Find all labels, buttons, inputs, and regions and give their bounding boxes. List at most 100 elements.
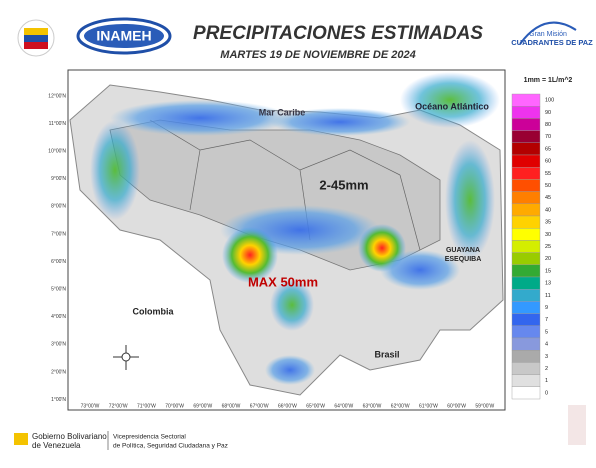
- lat-label: 5°00'N: [51, 287, 66, 293]
- map-label: Brasil: [374, 349, 399, 359]
- legend-label: 90: [545, 110, 551, 116]
- lon-label: 62°00'W: [391, 403, 410, 409]
- map-label: MAX 50mm: [248, 274, 318, 289]
- lon-label: 60°00'W: [447, 403, 466, 409]
- legend-label: 20: [545, 256, 551, 262]
- lat-label: 3°00'N: [51, 342, 66, 348]
- legend-label: 3: [545, 354, 548, 360]
- legend-swatch: [511, 362, 541, 375]
- lat-label: 9°00'N: [51, 176, 66, 182]
- legend-label: 100: [545, 98, 554, 104]
- rain: [445, 140, 495, 260]
- legend-swatch: [511, 215, 541, 229]
- vp-line2: de Política, Seguridad Ciudadana y Paz: [113, 443, 228, 450]
- lon-label: 59°00'W: [475, 403, 494, 409]
- lon-label: 61°00'W: [419, 403, 438, 409]
- legend-label: 55: [545, 171, 551, 177]
- legend-swatch: [511, 118, 541, 131]
- legend-label: 45: [545, 195, 551, 201]
- lat-label: 6°00'N: [51, 259, 66, 265]
- rain: [400, 72, 500, 128]
- legend-swatch: [511, 240, 541, 253]
- legend-swatch: [511, 313, 541, 327]
- map-label: Colombia: [132, 306, 174, 316]
- lat-label: 7°00'N: [51, 231, 66, 237]
- legend-swatch: [511, 350, 541, 363]
- legend-swatch: [511, 386, 541, 400]
- legend-swatch: [511, 142, 541, 156]
- title: PRECIPITACIONES ESTIMADAS: [193, 23, 483, 44]
- legend-label: 1: [545, 378, 548, 384]
- map-label: Mar Caribe: [259, 107, 306, 117]
- legend-swatch: [511, 105, 541, 119]
- legend-label: 2: [545, 366, 548, 372]
- legend-label: 30: [545, 232, 551, 238]
- legend-swatch: [511, 154, 541, 168]
- rain: [90, 120, 140, 220]
- date: MARTES 19 DE NOVIEMBRE DE 2024: [220, 49, 415, 61]
- gov-line1: Gobierno Bolivariano: [32, 432, 107, 441]
- legend-swatch: [511, 325, 541, 339]
- legend-label: 5: [545, 329, 548, 335]
- lon-label: 73°00'W: [81, 403, 100, 409]
- legend-swatch: [511, 276, 541, 290]
- legend-label: 9: [545, 305, 548, 311]
- legend-swatch: [511, 301, 541, 314]
- rain: [380, 250, 460, 290]
- badge: Gran Misión CUADRANTES DE PAZ: [511, 21, 593, 47]
- legend: 1009080706560555045403530252015131197543…: [511, 93, 554, 400]
- lon-label: 63°00'W: [363, 403, 382, 409]
- rain: [265, 355, 315, 385]
- legend-label: 60: [545, 159, 551, 165]
- legend-label: 80: [545, 122, 551, 128]
- map-label: Océano Atlántico: [415, 101, 489, 111]
- rain: [110, 100, 290, 136]
- legend-swatch: [511, 374, 541, 388]
- lat-label: 10°00'N: [48, 149, 66, 155]
- lon-label: 64°00'W: [334, 403, 353, 409]
- lat-label: 1°00'N: [51, 397, 66, 403]
- lat-label: 8°00'N: [51, 204, 66, 210]
- legend-swatch: [511, 252, 541, 266]
- legend-swatch: [511, 337, 541, 351]
- lat-label: 4°00'N: [51, 314, 66, 320]
- legend-label: 70: [545, 134, 551, 140]
- legend-swatch: [511, 289, 541, 302]
- lat-label: 2°00'N: [51, 369, 66, 375]
- legend-label: 25: [545, 244, 551, 250]
- legend-label: 50: [545, 183, 551, 189]
- lon-label: 68°00'W: [222, 403, 241, 409]
- gov-line2: de Venezuela: [32, 441, 81, 450]
- flag-logo: [17, 19, 55, 57]
- map-label: ESEQUIBA: [445, 256, 482, 263]
- vp-line1: Vicepresidencia Sectorial: [113, 434, 186, 441]
- inameh-logo: INAMEH: [76, 17, 172, 55]
- lat-label: 12°00'N: [48, 93, 66, 99]
- legend-label: 0: [545, 390, 548, 396]
- map-label: 2-45mm: [319, 177, 368, 192]
- map-label: GUAYANA: [446, 247, 480, 254]
- legend-swatch: [511, 179, 541, 192]
- lon-label: 65°00'W: [306, 403, 325, 409]
- legend-label: 40: [545, 207, 551, 213]
- rain: [222, 227, 278, 283]
- legend-swatch: [511, 227, 541, 241]
- rain: [270, 108, 410, 136]
- legend-label: 7: [545, 317, 548, 323]
- legend-swatch: [511, 166, 541, 180]
- badge-line2: CUADRANTES DE PAZ: [511, 38, 593, 47]
- lon-label: 70°00'W: [165, 403, 184, 409]
- legend-swatch: [511, 203, 541, 217]
- legend-label: 13: [545, 281, 551, 287]
- legend-label: 65: [545, 146, 551, 152]
- lon-label: 71°00'W: [137, 403, 156, 409]
- legend-swatch: [511, 264, 541, 278]
- borders: [149, 119, 421, 251]
- lon-label: 67°00'W: [250, 403, 269, 409]
- lon-label: 66°00'W: [278, 403, 297, 409]
- legend-swatch: [511, 93, 541, 107]
- badge-line1: Gran Misión: [529, 31, 567, 38]
- lat-label: 11°00'N: [49, 121, 67, 127]
- map: Mar Caribe Océano Atlántico 2-45mm MAX 5…: [69, 72, 504, 396]
